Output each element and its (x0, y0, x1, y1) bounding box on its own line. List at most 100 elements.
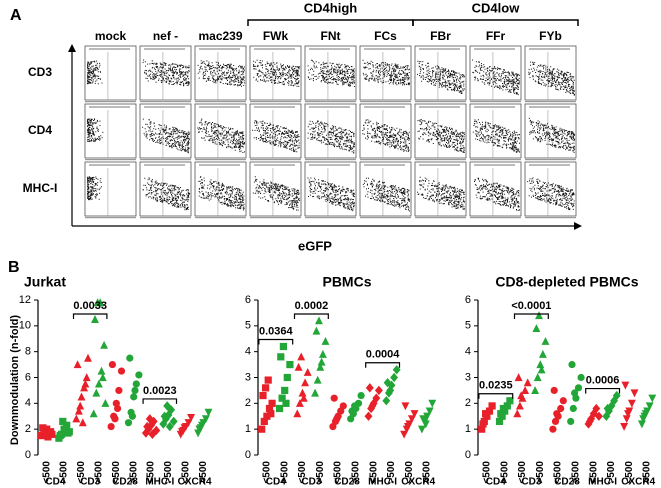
plot-caption (364, 106, 405, 108)
x-tick-label: >500 (279, 461, 290, 484)
data-point (91, 315, 99, 323)
data-point (610, 396, 619, 406)
data-point (152, 425, 161, 436)
plot-caption (309, 48, 350, 50)
density-dots (528, 61, 575, 96)
data-point (538, 349, 547, 358)
p-value: 0.0033 (73, 300, 107, 312)
plot-caption (419, 106, 460, 108)
data-point (313, 375, 322, 384)
data-point (351, 402, 359, 410)
facs-plot (84, 103, 137, 159)
data-point (620, 422, 629, 431)
x-tick-label: <500 (517, 461, 528, 484)
data-point (311, 388, 320, 397)
data-point (275, 404, 284, 413)
density-dots (417, 176, 465, 210)
x-tick-label: <500 (41, 461, 52, 484)
panel-label: B (8, 259, 20, 276)
group-label: CXCR4 (621, 477, 655, 488)
column-header: mac239 (198, 29, 242, 43)
density-dots (197, 118, 245, 153)
data-point (592, 403, 601, 414)
x-tick-label: <500 (404, 461, 415, 484)
axis-ticks (470, 159, 521, 161)
density-dots (474, 177, 520, 211)
data-point (339, 402, 347, 410)
data-point (382, 396, 391, 406)
data-point (132, 380, 140, 388)
x-tick-label: <500 (76, 461, 87, 484)
facs-plot (469, 103, 522, 159)
data-point (503, 402, 511, 410)
axis-ticks (85, 101, 136, 103)
axis-ticks (470, 217, 521, 219)
axis-ticks (250, 159, 301, 161)
facs-plot (139, 161, 192, 217)
x-tick-label: <500 (624, 461, 635, 484)
data-point (622, 415, 631, 424)
axis-ticks (525, 217, 576, 219)
data-point (372, 393, 381, 403)
y-tick-label: 6 (245, 294, 251, 306)
data-point (98, 373, 107, 382)
arrow-head (68, 44, 76, 52)
group-label: MHC-I (588, 477, 617, 488)
data-point (282, 399, 290, 407)
data-point (267, 410, 275, 418)
data-point (550, 386, 558, 395)
data-point (59, 417, 67, 426)
data-point (128, 412, 136, 420)
facs-plot (139, 103, 192, 159)
data-point (485, 407, 494, 415)
data-point (479, 420, 487, 428)
data-point (400, 430, 409, 439)
data-point (108, 360, 116, 369)
data-point (81, 379, 90, 388)
group-label: CD4low (472, 0, 521, 15)
y-tick-label: 0 (25, 449, 31, 461)
data-point (268, 399, 276, 407)
data-point (114, 404, 122, 413)
plot-caption (364, 48, 405, 50)
data-point (115, 386, 123, 395)
data-point (41, 426, 49, 435)
data-point (536, 360, 545, 369)
data-point (312, 326, 321, 335)
axis-ticks (140, 217, 191, 219)
data-point (495, 417, 504, 426)
significance-bracket (478, 393, 514, 399)
data-point (78, 418, 87, 427)
y-tick-label: 4 (25, 397, 31, 409)
data-point (96, 298, 105, 307)
axis-ticks (195, 217, 246, 219)
data-point (392, 365, 401, 375)
data-point (117, 367, 126, 375)
axis-ticks (360, 159, 411, 161)
data-point (89, 409, 98, 418)
data-point (641, 410, 650, 418)
column-header: FNt (321, 29, 341, 43)
p-value: 0.0002 (295, 300, 329, 312)
plot-caption (419, 48, 460, 50)
density-dots (417, 119, 465, 153)
data-point (506, 397, 514, 405)
plot-caption (254, 48, 295, 50)
axis-ticks (415, 101, 466, 103)
data-point (198, 421, 206, 430)
group-label: MHC-I (145, 477, 174, 488)
data-point (488, 402, 496, 410)
row-label: CD4 (28, 123, 52, 137)
data-point (265, 404, 274, 413)
density-dots (362, 59, 410, 86)
plot-caption (144, 164, 185, 166)
axis-ticks (360, 217, 411, 219)
data-point (259, 391, 267, 400)
data-point (163, 401, 172, 411)
data-point (126, 354, 134, 362)
data-point (594, 411, 603, 421)
group-label: CD4high (304, 0, 358, 15)
data-point (278, 394, 286, 402)
data-point (277, 353, 285, 361)
significance-bracket (142, 398, 178, 404)
